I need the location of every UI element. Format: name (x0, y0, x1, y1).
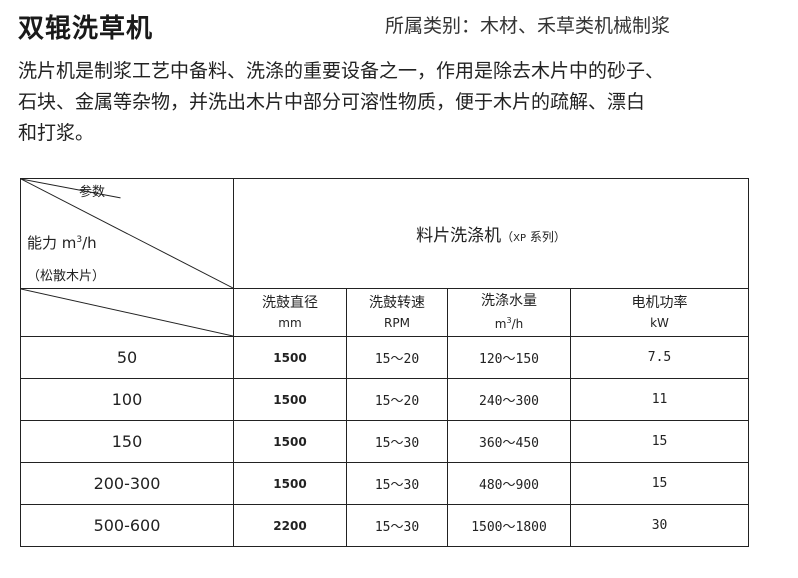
power-cell: 30 (569, 504, 750, 547)
capacity-header-unit: /h (82, 234, 97, 252)
water-cell: 1500～1800 (447, 504, 571, 547)
capacity-header-sup: 3 (76, 235, 83, 245)
description-line: 洗片机是制浆工艺中备料、洗涤的重要设备之一，作用是除去木片中的砂子、 (18, 60, 665, 82)
capacity-header-label: 能力 m (27, 234, 77, 252)
diagonal-lines (21, 179, 233, 288)
unit-sup: 3 (506, 316, 512, 325)
power-cell: 15 (569, 420, 750, 463)
speed-cell: 15～30 (346, 462, 448, 505)
column-unit: kW (650, 315, 669, 330)
power-cell: 11 (569, 378, 750, 421)
column-name: 洗鼓直径 (262, 294, 318, 311)
diameter-cell: 1500 (233, 336, 347, 379)
table-row: 500-600 2200 15～30 1500～1800 30 (20, 504, 750, 547)
machine-series-code: XP (513, 233, 527, 244)
capacity-cell: 50 (20, 336, 234, 379)
capacity-cell: 100 (20, 378, 234, 421)
column-unit: m3/h (448, 311, 570, 334)
description-line: 石块、金属等杂物，并洗出木片中部分可溶性物质，便于木片的疏解、漂白 (18, 91, 646, 113)
capacity-header: 能力 m3/h (27, 232, 97, 253)
description-line: 和打浆。 (18, 122, 95, 144)
column-header-diameter: 洗鼓直径 mm (233, 288, 347, 337)
diameter-cell: 2200 (233, 504, 347, 547)
water-cell: 360～450 (447, 420, 571, 463)
spec-table: 参数 能力 m3/h （松散木片） 料片洗涤机（XP 系列） 洗鼓直径 mm 洗… (20, 178, 750, 547)
category-label: 所属类别：木材、禾草类机械制浆 (385, 15, 671, 37)
unit-main: m (494, 317, 507, 331)
diameter-cell: 1500 (233, 462, 347, 505)
capacity-note: （松散木片） (27, 269, 106, 284)
column-header-power: 电机功率 kW (569, 288, 750, 337)
speed-cell: 15～20 (346, 378, 448, 421)
machine-name-cell: 料片洗涤机（XP 系列） (232, 178, 750, 289)
table-row: 50 1500 15～20 120～150 7.5 (20, 336, 750, 379)
page-title: 双辊洗草机 (18, 14, 154, 44)
column-name: 电机功率 (631, 294, 688, 311)
column-unit: RPM (384, 315, 410, 330)
unit-tail: /h (511, 317, 524, 331)
empty-diagonal-cell (20, 288, 234, 337)
water-cell: 480～900 (447, 462, 571, 505)
machine-series-rest: 系列） (526, 230, 566, 244)
speed-cell: 15～30 (346, 420, 448, 463)
description: 洗片机是制浆工艺中备料、洗涤的重要设备之一，作用是除去木片中的砂子、 石块、金属… (18, 56, 786, 149)
diagonal-line (21, 289, 233, 336)
power-cell: 7.5 (569, 336, 750, 379)
machine-series-open: （ (501, 230, 514, 244)
column-header-water: 洗涤水量 m3/h (447, 288, 571, 337)
speed-cell: 15～20 (346, 336, 448, 379)
table-row: 200-300 1500 15～30 480～900 15 (20, 462, 750, 505)
param-header: 参数 (79, 185, 106, 200)
column-header-speed: 洗鼓转速 RPM (346, 288, 448, 337)
table-row: 100 1500 15～20 240～300 11 (20, 378, 750, 421)
capacity-cell: 500-600 (20, 504, 234, 547)
water-cell: 240～300 (447, 378, 571, 421)
water-cell: 120～150 (447, 336, 571, 379)
diagonal-header-cell: 参数 能力 m3/h （松散木片） (20, 178, 234, 289)
table-row: 150 1500 15～30 360～450 15 (20, 420, 750, 463)
column-name: 洗涤水量 (481, 293, 537, 309)
machine-name: 料片洗涤机 (416, 226, 502, 246)
speed-cell: 15～30 (346, 504, 448, 547)
diameter-cell: 1500 (233, 420, 347, 463)
column-name: 洗鼓转速 (369, 294, 425, 311)
capacity-cell: 200-300 (20, 462, 234, 505)
diameter-cell: 1500 (233, 378, 347, 421)
power-cell: 15 (569, 462, 750, 505)
column-unit: mm (278, 315, 302, 330)
capacity-cell: 150 (20, 420, 234, 463)
